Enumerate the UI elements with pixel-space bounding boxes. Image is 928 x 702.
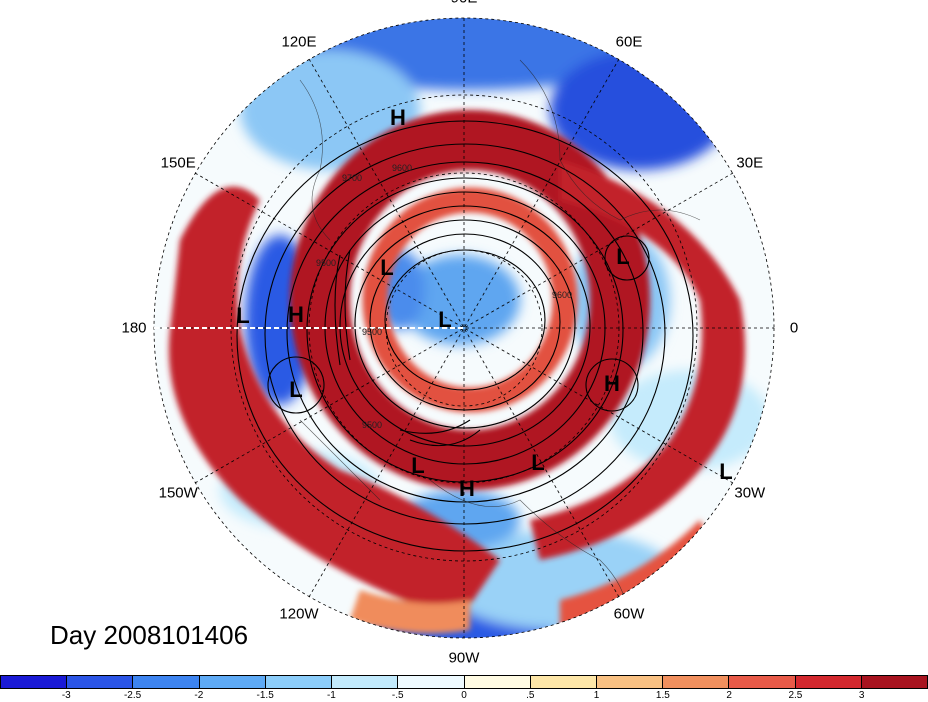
high-pressure-marker: H xyxy=(459,476,475,501)
lon-90w-label: 90W xyxy=(448,649,480,667)
contour-value-label: 9600 xyxy=(391,163,413,173)
polar-map xyxy=(153,17,775,639)
colorbar-tick-label: -.5 xyxy=(391,690,404,701)
colorbar-swatch xyxy=(265,676,333,688)
low-pressure-marker: L xyxy=(616,244,630,269)
colorbar-swatch xyxy=(398,676,465,688)
colorbar-tick-label: -3 xyxy=(61,690,71,701)
high-pressure-marker: H xyxy=(288,302,304,327)
contour-value-label: 9500 xyxy=(361,420,383,430)
colorbar-swatch xyxy=(332,676,399,688)
low-pressure-marker: L xyxy=(531,450,545,475)
low-pressure-marker: L xyxy=(236,303,250,328)
colorbar-labels: -3 -2.5 -2 -1.5 -1 -.5 0 .5 1 1.5 2 2.5 3 xyxy=(0,690,928,702)
lon-60w-label: 60W xyxy=(613,605,645,623)
lon-60e-label: 60E xyxy=(615,33,643,51)
contour-value-label: 9500 xyxy=(315,258,337,268)
low-pressure-marker: L xyxy=(719,459,733,484)
colorbar-tick-label: .5 xyxy=(526,690,535,701)
colorbar-tick-label: -1 xyxy=(326,690,336,701)
low-pressure-marker: L xyxy=(380,255,394,280)
lon-0-label: 0 xyxy=(789,319,799,337)
colorbar-tick-label: 0 xyxy=(461,690,467,701)
low-pressure-marker: L xyxy=(411,453,425,478)
colorbar-tick-label: -2 xyxy=(194,690,204,701)
high-pressure-marker: H xyxy=(390,105,406,130)
colorbar-tick-label: 2.5 xyxy=(788,690,803,701)
colorbar-swatch xyxy=(795,676,862,688)
high-pressure-marker: H xyxy=(604,371,620,396)
contour-value-label: 9500 xyxy=(361,327,383,337)
low-pressure-marker: L xyxy=(289,377,303,402)
colorbar-swatch xyxy=(67,676,134,688)
colorbar-swatch xyxy=(596,676,664,688)
colorbar xyxy=(0,675,928,689)
colorbar-tick-label: -2.5 xyxy=(123,690,142,701)
lon-90e-label: 90E xyxy=(451,0,478,7)
colorbar-swatch xyxy=(133,676,200,688)
colorbar-tick-label: -1.5 xyxy=(256,690,274,701)
colorbar-tick-label: 1 xyxy=(593,690,600,701)
lon-150w-label: 150W xyxy=(158,484,198,502)
lon-180-label: 180 xyxy=(121,319,147,337)
height-contours xyxy=(236,120,694,552)
lon-30e-label: 30E xyxy=(736,154,764,172)
lon-120e-label: 120E xyxy=(281,33,317,51)
colorbar-swatch xyxy=(729,676,796,688)
lon-30w-label: 30W xyxy=(734,484,766,502)
contour-value-label: 9700 xyxy=(341,173,363,183)
colorbar-tick-label: 3 xyxy=(858,690,865,701)
graticule xyxy=(153,17,775,639)
date-label: Day 2008101406 xyxy=(50,620,249,650)
lon-120w-label: 120W xyxy=(279,605,319,623)
colorbar-swatch xyxy=(199,676,266,688)
low-pressure-marker: L xyxy=(438,307,452,332)
lon-150e-label: 150E xyxy=(160,154,196,172)
colorbar-tick-label: 1.5 xyxy=(655,690,670,701)
colorbar-swatch xyxy=(1,676,68,688)
colorbar-swatch xyxy=(663,676,730,688)
colorbar-swatch xyxy=(861,676,928,688)
contour-value-label: 9600 xyxy=(551,290,573,300)
colorbar-swatch xyxy=(464,676,531,688)
colorbar-swatch xyxy=(530,676,597,688)
colorbar-tick-label: 2 xyxy=(726,690,732,701)
